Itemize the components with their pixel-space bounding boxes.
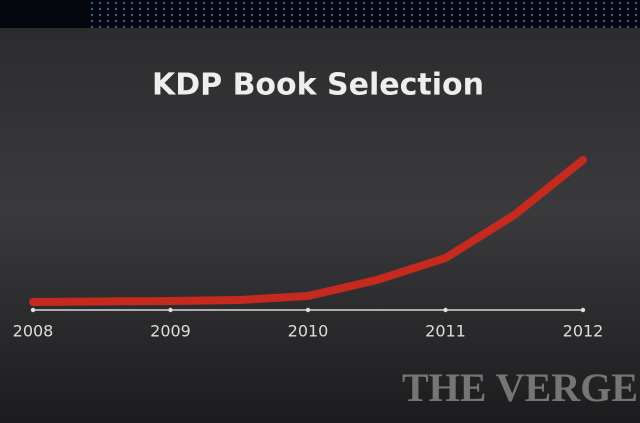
x-tick: [443, 307, 448, 313]
x-tick-label: 2012: [563, 322, 604, 341]
x-tick-label: 2008: [13, 322, 54, 341]
x-tick: [30, 307, 36, 313]
watermark: THE VERGE: [402, 365, 638, 410]
x-tick-label: 2009: [150, 322, 191, 341]
x-tick: [580, 307, 586, 313]
chart-title: KDP Book Selection: [152, 68, 484, 103]
x-tick-label: 2010: [288, 322, 329, 341]
x-tick-label: 2011: [425, 322, 466, 341]
x-tick: [168, 307, 173, 313]
x-tick: [305, 307, 311, 313]
stage-lights: [90, 0, 640, 28]
data-line: [29, 156, 587, 306]
